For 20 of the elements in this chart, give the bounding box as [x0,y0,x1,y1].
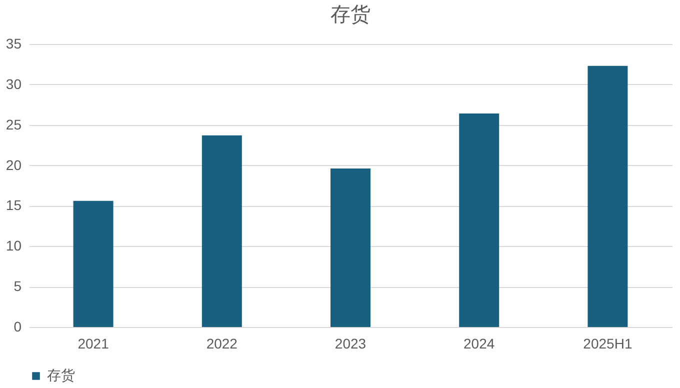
bar [202,135,242,327]
bar [459,114,500,327]
legend-label: 存货 [47,367,75,383]
x-tick-label: 2022 [206,336,238,352]
y-tick-label: 25 [6,116,22,132]
y-tick-label: 30 [6,76,22,92]
y-tick-label: 15 [6,197,22,214]
y-tick-label: 10 [6,238,22,254]
y-tick-label: 5 [14,278,22,294]
bar [588,66,628,327]
bar [73,200,114,327]
x-tick-label: 2023 [334,336,366,352]
bar [330,168,370,327]
x-tick-label: 2025H1 [583,336,632,352]
x-tick-label: 2021 [78,336,110,352]
y-tick-label: 20 [6,156,22,173]
chart-title: 存货 [330,4,370,26]
y-tick-label: 0 [14,318,22,334]
x-tick-label: 2024 [464,336,495,352]
y-tick-label: 35 [6,36,22,52]
